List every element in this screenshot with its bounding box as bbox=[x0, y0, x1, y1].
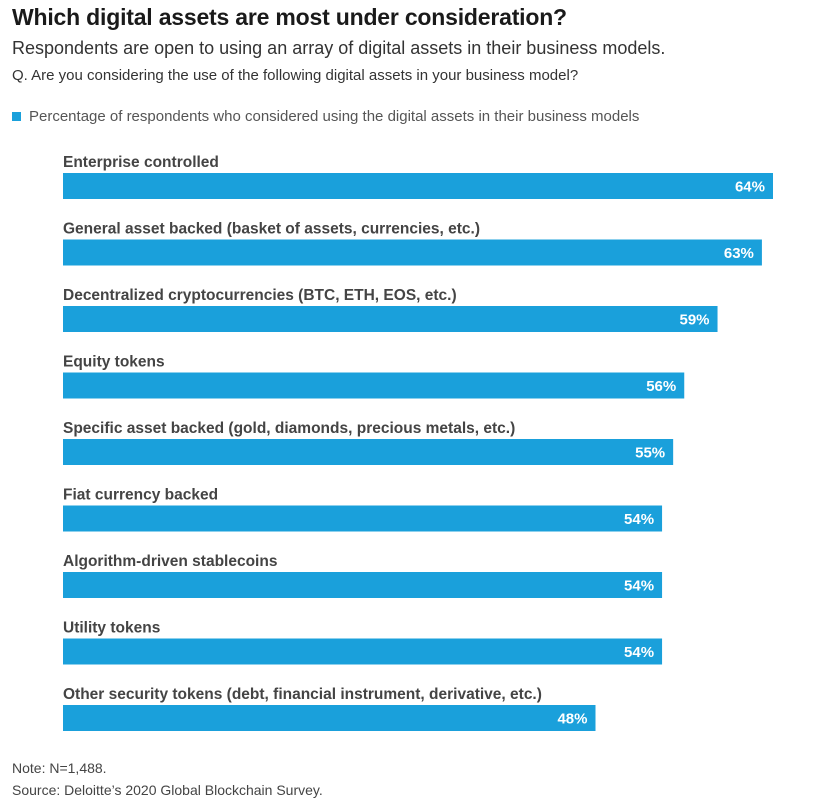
legend-swatch bbox=[12, 112, 21, 121]
chart-subtitle: Respondents are open to using an array o… bbox=[12, 38, 666, 58]
value-label: 54% bbox=[624, 511, 654, 528]
bar bbox=[63, 239, 762, 266]
category-label: Other security tokens (debt, financial i… bbox=[63, 686, 542, 703]
survey-question: Q. Are you considering the use of the fo… bbox=[12, 67, 579, 84]
bar bbox=[63, 306, 718, 332]
value-label: 48% bbox=[557, 711, 587, 728]
legend: Percentage of respondents who considered… bbox=[12, 108, 639, 125]
category-label: Fiat currency backed bbox=[63, 487, 218, 504]
chart-title: Which digital assets are most under cons… bbox=[12, 4, 567, 30]
value-label: 64% bbox=[735, 179, 765, 196]
bar bbox=[63, 638, 663, 665]
source-note: Source: Deloitte’s 2020 Global Blockchai… bbox=[12, 782, 323, 798]
value-label: 54% bbox=[624, 644, 654, 661]
bar bbox=[63, 173, 773, 199]
value-label: 54% bbox=[624, 578, 654, 595]
category-label: General asset backed (basket of assets, … bbox=[63, 221, 480, 238]
footnote: Note: N=1,488. bbox=[12, 760, 107, 776]
value-label: 55% bbox=[635, 445, 665, 462]
category-label: Algorithm-driven stablecoins bbox=[63, 553, 277, 570]
legend-label: Percentage of respondents who considered… bbox=[29, 108, 640, 125]
value-label: 63% bbox=[724, 245, 754, 262]
category-label: Decentralized cryptocurrencies (BTC, ETH… bbox=[63, 287, 457, 304]
value-label: 56% bbox=[646, 378, 676, 395]
category-label: Enterprise controlled bbox=[63, 154, 219, 171]
bar bbox=[63, 705, 596, 731]
category-label: Equity tokens bbox=[63, 354, 165, 371]
bar bbox=[63, 372, 685, 399]
category-label: Utility tokens bbox=[63, 620, 160, 637]
category-label: Specific asset backed (gold, diamonds, p… bbox=[63, 420, 515, 437]
bar bbox=[63, 505, 663, 532]
bar bbox=[63, 572, 663, 598]
value-label: 59% bbox=[680, 312, 710, 329]
bar bbox=[63, 439, 674, 465]
